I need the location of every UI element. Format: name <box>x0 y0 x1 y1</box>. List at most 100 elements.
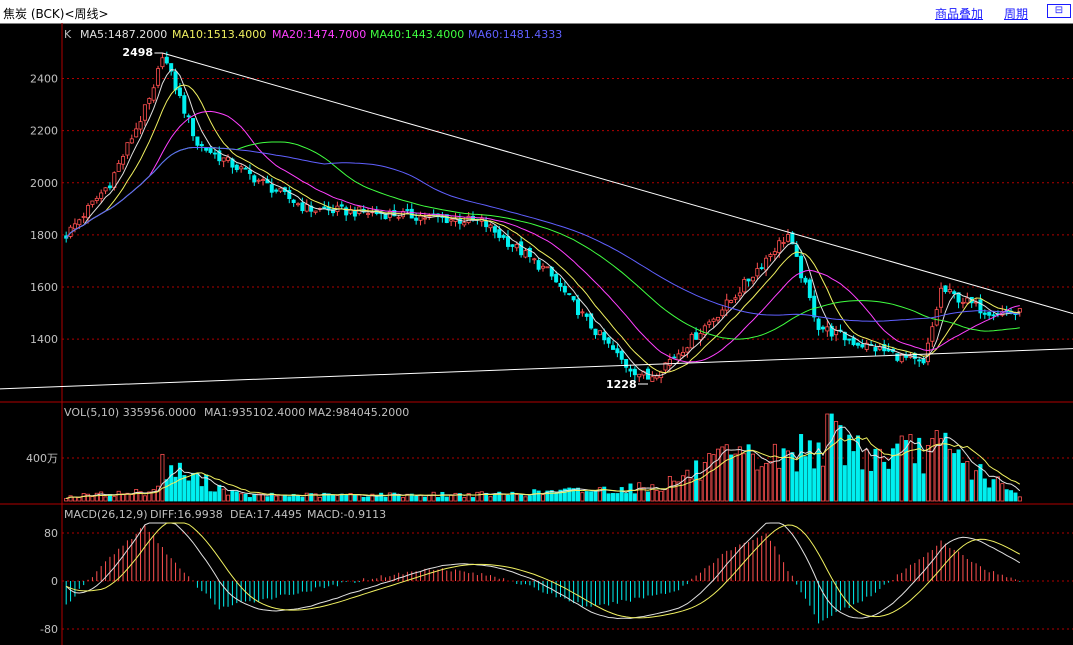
volume-bar[interactable] <box>982 478 987 502</box>
candle-body[interactable] <box>252 175 257 183</box>
candle-body[interactable] <box>221 157 226 162</box>
volume-bar[interactable] <box>86 493 91 502</box>
candle-body[interactable] <box>947 289 952 293</box>
candle-body[interactable] <box>855 342 860 346</box>
volume-bar[interactable] <box>317 496 322 502</box>
candle-body[interactable] <box>663 362 668 371</box>
candle-body[interactable] <box>278 187 283 192</box>
candle-body[interactable] <box>575 299 580 316</box>
volume-bar[interactable] <box>750 453 755 502</box>
candle-body[interactable] <box>694 332 699 340</box>
candle-body[interactable] <box>488 224 493 229</box>
candle-body[interactable] <box>650 376 655 382</box>
volume-bar[interactable] <box>755 469 760 502</box>
volume-bar[interactable] <box>221 488 226 502</box>
volume-bar[interactable] <box>374 496 379 502</box>
volume-bar[interactable] <box>729 454 734 502</box>
candle-body[interactable] <box>676 353 681 361</box>
volume-bar[interactable] <box>597 487 602 502</box>
volume-bar[interactable] <box>527 495 532 502</box>
volume-bar[interactable] <box>304 492 309 502</box>
volume-bar[interactable] <box>471 497 476 502</box>
volume-bar[interactable] <box>523 496 528 502</box>
candle-body[interactable] <box>895 353 900 361</box>
candle-body[interactable] <box>593 328 598 336</box>
volume-bar[interactable] <box>366 496 371 502</box>
candle-body[interactable] <box>186 115 191 118</box>
volume-bar[interactable] <box>199 486 204 502</box>
trendline-support[interactable] <box>0 347 1073 391</box>
volume-bar[interactable] <box>698 479 703 502</box>
candle-body[interactable] <box>711 318 716 322</box>
candle-body[interactable] <box>562 285 567 293</box>
volume-bar[interactable] <box>877 448 882 502</box>
candle-body[interactable] <box>177 87 182 96</box>
volume-bar[interactable] <box>624 493 629 502</box>
volume-bar[interactable] <box>370 493 375 502</box>
candle-body[interactable] <box>64 235 69 239</box>
candle-body[interactable] <box>147 98 152 104</box>
candle-body[interactable] <box>339 204 344 207</box>
candle-body[interactable] <box>527 247 532 258</box>
volume-bar[interactable] <box>68 495 73 502</box>
volume-bar[interactable] <box>1017 496 1022 502</box>
volume-bar[interactable] <box>707 453 712 502</box>
volume-bar[interactable] <box>322 492 327 502</box>
candle-body[interactable] <box>755 268 760 277</box>
candle-body[interactable] <box>715 316 720 321</box>
volume-bar[interactable] <box>925 445 930 502</box>
candle-body[interactable] <box>952 291 957 295</box>
volume-bar[interactable] <box>785 450 790 502</box>
volume-bar[interactable] <box>702 462 707 502</box>
candle-body[interactable] <box>86 205 91 219</box>
volume-bar[interactable] <box>444 496 449 502</box>
volume-bar[interactable] <box>282 494 287 502</box>
candle-body[interactable] <box>637 373 642 378</box>
candle-body[interactable] <box>519 241 524 256</box>
volume-bar[interactable] <box>361 496 366 502</box>
candle-body[interactable] <box>296 203 301 206</box>
candle-body[interactable] <box>256 179 261 182</box>
candle-body[interactable] <box>698 333 703 340</box>
candle-body[interactable] <box>987 312 992 316</box>
volume-bar-series[interactable] <box>64 413 1022 502</box>
candle-body[interactable] <box>925 342 930 363</box>
candle-body[interactable] <box>449 219 454 222</box>
candle-body[interactable] <box>943 285 948 293</box>
candle-body[interactable] <box>632 368 637 376</box>
candle-body[interactable] <box>707 321 712 325</box>
volume-bar[interactable] <box>256 493 261 502</box>
volume-bar[interactable] <box>921 473 926 502</box>
volume-bar[interactable] <box>860 469 865 502</box>
volume-bar[interactable] <box>908 434 913 502</box>
volume-bar[interactable] <box>694 460 699 502</box>
volume-bar[interactable] <box>606 493 611 502</box>
candle-body[interactable] <box>383 213 388 220</box>
volume-bar[interactable] <box>81 493 86 502</box>
volume-bar[interactable] <box>269 492 274 502</box>
candle-body[interactable] <box>418 215 423 221</box>
volume-bar[interactable] <box>247 497 252 502</box>
candle-body[interactable] <box>847 338 852 341</box>
candle-body[interactable] <box>208 147 213 153</box>
candle-body[interactable] <box>81 216 86 218</box>
candle-body[interactable] <box>667 359 672 366</box>
volume-bar[interactable] <box>952 453 957 502</box>
candle-body[interactable] <box>834 329 839 336</box>
volume-bar[interactable] <box>492 493 497 502</box>
volume-bar[interactable] <box>567 487 572 502</box>
candle-body[interactable] <box>580 311 585 314</box>
volume-bar[interactable] <box>650 484 655 502</box>
candle-body[interactable] <box>492 226 497 233</box>
volume-bar[interactable] <box>803 456 808 502</box>
volume-bar[interactable] <box>335 495 340 502</box>
volume-bar[interactable] <box>462 497 467 502</box>
volume-bar[interactable] <box>1004 489 1009 502</box>
candle-body[interactable] <box>313 210 318 213</box>
candle-body[interactable] <box>129 138 134 144</box>
volume-bar[interactable] <box>825 413 830 502</box>
volume-bar[interactable] <box>575 487 580 502</box>
volume-bar[interactable] <box>912 463 917 502</box>
volume-bar[interactable] <box>99 491 104 502</box>
volume-bar[interactable] <box>558 489 563 502</box>
